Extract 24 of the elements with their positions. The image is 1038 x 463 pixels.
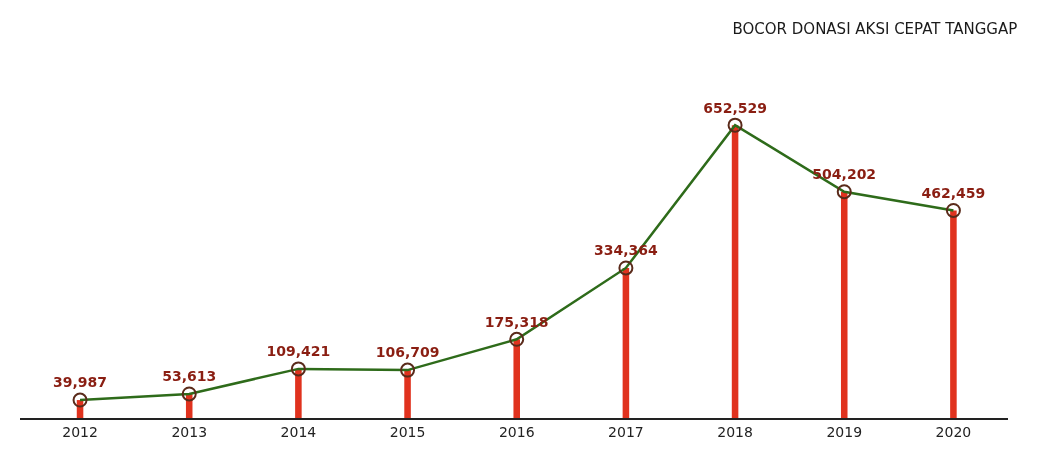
data-label: 106,709	[375, 344, 440, 361]
x-tick-label: 2017	[608, 423, 644, 440]
data-label: 109,421	[266, 343, 331, 360]
bar	[513, 339, 520, 418]
x-tick-label: 2020	[935, 423, 972, 440]
data-label: 504,202	[812, 166, 877, 183]
x-tick-label: 2012	[62, 423, 98, 440]
bar	[295, 368, 302, 418]
bar	[622, 267, 630, 418]
bar	[840, 191, 848, 418]
x-tick-label: 2013	[171, 423, 208, 440]
x-tick-label: 2018	[717, 423, 753, 440]
data-label: 39,987	[53, 374, 108, 391]
data-label: 462,459	[921, 184, 986, 201]
x-tick-label: 2019	[826, 423, 863, 440]
bar	[731, 125, 739, 418]
bar	[404, 370, 411, 418]
data-label: 652,529	[703, 99, 767, 116]
bar	[950, 210, 957, 418]
chart-title: BOCOR DONASI AKSI CEPAT TANGGAP	[732, 19, 1018, 38]
data-label: 53,613	[162, 368, 217, 385]
x-tick-label: 2015	[389, 423, 426, 440]
x-tick-label: 2014	[280, 423, 317, 440]
x-tick-label: 2016	[498, 423, 535, 440]
